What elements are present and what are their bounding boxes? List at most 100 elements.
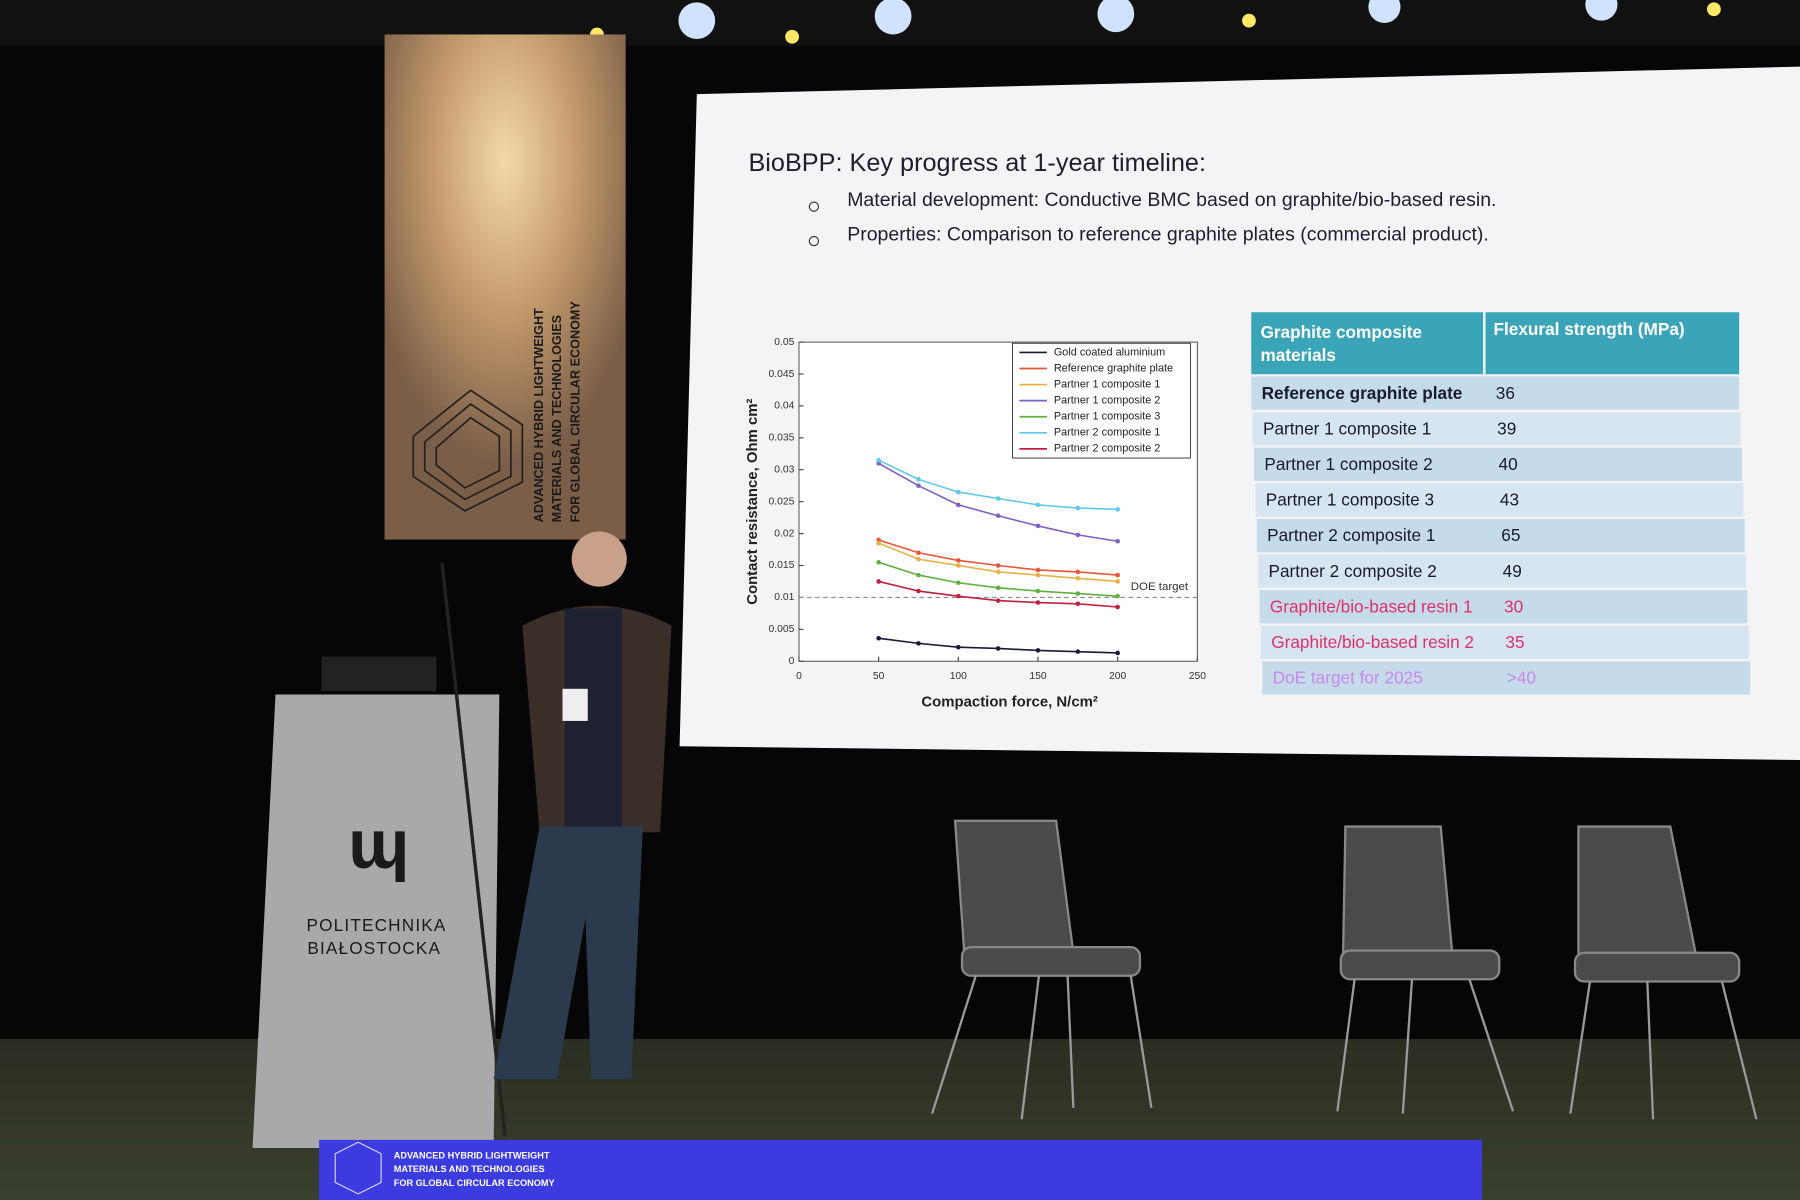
data-point [1075, 601, 1081, 607]
y-tick-label: 0.005 [769, 624, 795, 635]
table-row [1254, 447, 1742, 482]
table-cell: Graphite/bio-based resin 1 [1270, 596, 1473, 616]
y-tick-label: 0.01 [774, 592, 794, 603]
footer-text: MATERIALS AND TECHNOLOGIES [394, 1164, 545, 1174]
table-cell: Partner 1 composite 1 [1263, 418, 1431, 438]
legend-label: Reference graphite plate [1054, 362, 1173, 374]
data-point [1075, 575, 1081, 581]
table-cell: DoE target for 2025 [1273, 668, 1423, 688]
table-cell: 43 [1500, 490, 1519, 510]
x-tick-label: 100 [950, 671, 967, 682]
table-header [1251, 312, 1740, 375]
bullet: Material development: Conductive BMC bas… [847, 189, 1496, 211]
mic-stand [440, 562, 507, 1137]
data-point [1115, 572, 1120, 578]
data-point [995, 513, 1001, 519]
data-point [995, 569, 1001, 575]
data-point [1075, 569, 1081, 575]
bullet: Properties: Comparison to reference grap… [847, 224, 1489, 246]
slide-title: BioBPP: Key progress at 1-year timeline: [748, 149, 1206, 177]
table-cell: Partner 2 composite 2 [1268, 561, 1436, 581]
table-row [1256, 518, 1745, 553]
data-point [876, 457, 881, 463]
data-point [995, 585, 1001, 591]
data-point [995, 496, 1001, 501]
legend-label: Partner 1 composite 2 [1054, 395, 1161, 407]
strength-table: Graphite composite materials Flexural stre… [1251, 312, 1751, 695]
data-point [1115, 604, 1120, 610]
data-point [956, 502, 961, 508]
podium-text: BIAŁOSTOCKA [307, 938, 441, 958]
legend-label: Partner 2 composite 1 [1054, 427, 1161, 439]
data-point [1115, 507, 1120, 512]
footer-text: ADVANCED HYBRID LIGHTWEIGHT [394, 1150, 550, 1160]
data-point [916, 588, 921, 594]
data-point [876, 461, 881, 466]
y-tick-label: 0.04 [774, 401, 794, 412]
data-point [1035, 572, 1041, 578]
data-point [876, 537, 881, 543]
legend-label: Partner 1 composite 3 [1054, 411, 1161, 423]
data-point [995, 563, 1001, 568]
data-point [876, 635, 881, 641]
header-cell: Flexural strength (MPa) [1493, 319, 1684, 339]
data-point [1035, 600, 1041, 605]
table-row [1260, 625, 1749, 659]
banner-logo [412, 389, 524, 512]
data-point [1035, 648, 1041, 653]
table-cell: Partner 1 composite 3 [1266, 490, 1434, 510]
data-point [916, 477, 921, 482]
data-point [956, 593, 961, 599]
podium-logo: ɰ [348, 806, 409, 883]
table-row [1259, 590, 1748, 624]
table-cell: 35 [1505, 632, 1524, 652]
footer-bar [319, 1139, 1483, 1200]
y-tick-label: 0.035 [769, 433, 795, 444]
banner-text: MATERIALS AND TECHNOLOGIES [550, 315, 564, 522]
table-cell: 39 [1497, 418, 1516, 438]
table-cell: >40 [1507, 668, 1536, 688]
chart: 0 0.005 0.01 0.015 0.02 0.025 0.03 0.035 0.04 0.0… [744, 337, 1206, 711]
bullet-marker [808, 235, 820, 247]
data-point [956, 580, 961, 586]
table-row [1262, 661, 1751, 695]
data-point [1075, 649, 1081, 654]
target-label: DOE target [1131, 581, 1189, 593]
y-tick-label: 0.05 [774, 337, 794, 348]
y-tick-label: 0 [789, 656, 795, 667]
data-point [1075, 505, 1081, 511]
legend-label: Gold coated aluminium [1054, 346, 1165, 358]
table-cell: 30 [1504, 596, 1523, 616]
table-cell: Partner 1 composite 2 [1264, 454, 1432, 474]
data-point [956, 644, 961, 650]
x-axis-label: Compaction force, N/cm² [921, 694, 1097, 711]
legend-label: Partner 1 composite 1 [1054, 378, 1161, 390]
data-point [956, 489, 961, 495]
banner-text: ADVANCED HYBRID LIGHTWEIGHT [532, 308, 546, 522]
bullet-marker [808, 201, 820, 212]
data-point [995, 646, 1001, 651]
data-point [956, 563, 961, 568]
data-point [916, 483, 921, 489]
table-row [1255, 483, 1744, 517]
x-tick-label: 200 [1109, 671, 1126, 682]
data-point [1035, 588, 1041, 594]
data-point [916, 556, 921, 562]
table-cell: Partner 2 composite 1 [1267, 525, 1435, 545]
table-cell: Graphite/bio-based resin 2 [1271, 632, 1474, 652]
data-point [1115, 538, 1120, 544]
data-point [1035, 567, 1041, 573]
footer-text: FOR GLOBAL CIRCULAR ECONOMY [394, 1178, 555, 1188]
podium [252, 694, 500, 1148]
table-cell: 65 [1501, 525, 1520, 545]
table-cell: 36 [1496, 383, 1515, 403]
header-cell: Graphite composite materials [1260, 321, 1422, 364]
data-point [1115, 593, 1120, 599]
data-point [916, 641, 921, 646]
data-point [1075, 532, 1081, 538]
table-row [1252, 412, 1741, 446]
x-tick-label: 150 [1029, 671, 1046, 682]
banner-text: FOR GLOBAL CIRCULAR ECONOMY [569, 301, 583, 523]
data-point [1075, 591, 1081, 596]
